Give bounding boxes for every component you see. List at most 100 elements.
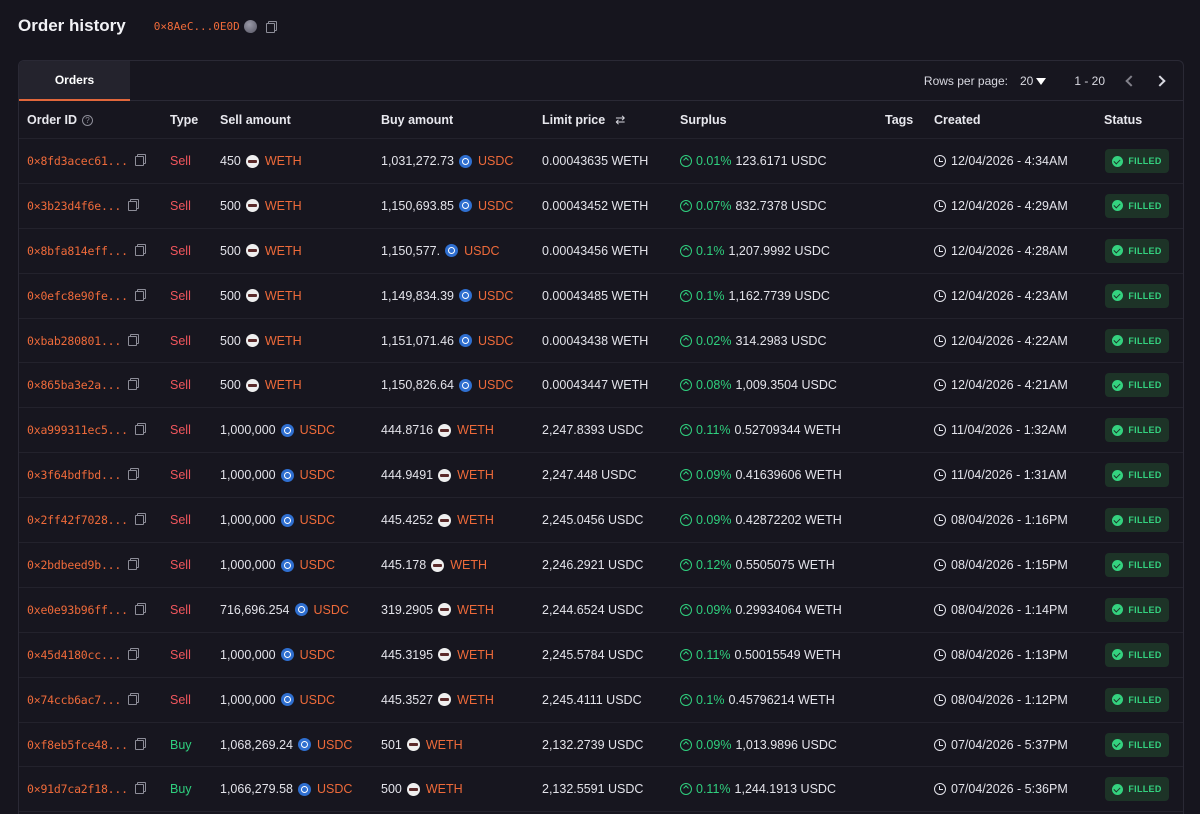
table-row[interactable]: 0xa999311ec5... Sell 1,000,000 USDC 444.8716… <box>19 408 1183 454</box>
order-id-link[interactable]: 0×8bfa814eff... <box>27 243 128 258</box>
order-id-link[interactable]: 0×3f64bdfbd... <box>27 468 122 483</box>
weth-token-icon <box>438 693 452 707</box>
copy-order-id-icon[interactable] <box>128 692 140 705</box>
copy-order-id-icon[interactable] <box>128 333 140 346</box>
surplus-percent: 0.11% <box>696 423 731 438</box>
arrow-up-circle-icon <box>680 199 692 212</box>
swap-price-icon[interactable]: ⇄ <box>615 113 626 127</box>
copy-order-id-icon[interactable] <box>134 513 146 526</box>
surplus: 0.09% 1,013.9896 USDC <box>680 723 837 767</box>
usdc-token-icon <box>280 423 294 437</box>
buy-amount: 445.4252 WETH <box>381 498 494 542</box>
order-id-link[interactable]: 0xa999311ec5... <box>27 423 128 438</box>
wallet-address[interactable]: 0×8AeC...0E0D <box>153 19 240 33</box>
arrow-up-circle-icon <box>680 334 692 347</box>
surplus-amount: 1,013.9896 USDC <box>735 737 837 752</box>
copy-order-id-icon[interactable] <box>128 468 140 481</box>
surplus-percent: 0.09% <box>696 737 732 752</box>
table-row[interactable]: 0×3f64bdfbd... Sell 1,000,000 USDC 444.9491 W… <box>19 453 1183 499</box>
order-id-link[interactable]: 0×45d4180cc... <box>27 647 122 662</box>
sell-token-symbol: USDC <box>317 737 353 752</box>
weth-token-icon <box>438 513 452 527</box>
sell-amount-value: 1,000,000 <box>220 423 276 438</box>
table-row[interactable]: 0×3b23d4f6e... Sell 500 WETH 1,150,693.85 USD… <box>19 184 1183 229</box>
check-circle-icon <box>1112 649 1124 661</box>
order-id-link[interactable]: 0xbab280801... <box>27 333 122 348</box>
limit-price: 0.00043635 WETH <box>542 154 649 168</box>
sell-amount: 500 WETH <box>220 229 302 273</box>
table-row[interactable]: 0xe0e93b96ff... Sell 716,696.254 USDC 319.29… <box>19 588 1183 633</box>
next-page-button[interactable] <box>1153 73 1169 89</box>
copy-order-id-icon[interactable] <box>134 423 146 436</box>
buy-amount: 444.8716 WETH <box>381 408 494 452</box>
sell-amount-value: 500 <box>220 378 241 393</box>
table-row[interactable]: 0×865ba3e2a... Sell 500 WETH 1,150,826.64 USD… <box>19 363 1183 409</box>
table-row[interactable]: 0xbab280801... Sell 500 WETH 1,151,071.46 USD… <box>19 319 1183 364</box>
order-id-link[interactable]: 0×91d7ca2f18... <box>27 782 128 797</box>
surplus-amount: 1,009.3504 USDC <box>735 378 837 393</box>
status-label: FILLED <box>1128 290 1162 301</box>
order-id-link[interactable]: 0×3b23d4f6e... <box>27 198 122 213</box>
order-id-link[interactable]: 0×2ff42f7028... <box>27 513 128 528</box>
copy-address-icon[interactable] <box>265 20 277 33</box>
order-id-link[interactable]: 0×8fd3acec61... <box>27 154 128 168</box>
usdc-token-icon <box>280 558 294 572</box>
order-id-link[interactable]: 0xf8eb5fce48... <box>27 737 128 752</box>
copy-order-id-icon[interactable] <box>134 782 146 795</box>
buy-amount-value: 501 <box>381 737 402 752</box>
buy-amount: 445.178 WETH <box>381 543 487 587</box>
arrow-up-circle-icon <box>680 469 692 482</box>
status-label: FILLED <box>1128 784 1162 795</box>
buy-token-symbol: WETH <box>457 692 494 707</box>
clock-icon <box>934 424 946 437</box>
buy-amount-value: 1,150,577. <box>381 243 441 258</box>
table-row[interactable]: 0×8fd3acec61... Sell 450 WETH 1,031,272.73 US… <box>19 139 1183 184</box>
order-id-link[interactable]: 0×74ccb6ac7... <box>27 692 122 707</box>
buy-amount-value: 500 <box>381 782 402 797</box>
usdc-token-icon <box>459 378 472 392</box>
copy-order-id-icon[interactable] <box>134 288 146 301</box>
limit-price: 2,247.8393 USDC <box>542 423 644 438</box>
copy-order-id-icon[interactable] <box>128 558 140 571</box>
copy-order-id-icon[interactable] <box>128 378 140 391</box>
copy-order-id-icon[interactable] <box>134 737 146 750</box>
help-icon[interactable]: ? <box>82 114 94 126</box>
table-row[interactable]: 0×91d7ca2f18... Buy 1,066,279.58 USDC 500 WET… <box>19 767 1183 813</box>
tab-orders[interactable]: Orders <box>19 61 130 101</box>
buy-token-symbol: WETH <box>457 602 494 617</box>
table-row[interactable]: 0×0efc8e90fe... Sell 500 WETH 1,149,834.39 US… <box>19 274 1183 319</box>
copy-order-id-icon[interactable] <box>134 602 146 615</box>
prev-page-button[interactable] <box>1121 73 1137 89</box>
order-id-link[interactable]: 0×865ba3e2a... <box>27 378 122 393</box>
copy-order-id-icon[interactable] <box>128 198 140 211</box>
table-row[interactable]: 0×74ccb6ac7... Sell 1,000,000 USDC 445.3527 W… <box>19 678 1183 723</box>
order-id-link[interactable]: 0xe0e93b96ff... <box>27 602 128 617</box>
sell-amount-value: 716,696.254 <box>220 602 290 617</box>
rows-per-page-select[interactable]: 20 <box>1020 74 1047 88</box>
limit-price: 2,245.0456 USDC <box>542 513 644 528</box>
copy-order-id-icon[interactable] <box>134 243 146 256</box>
limit-price: 2,246.2921 USDC <box>542 558 644 573</box>
table-row[interactable]: 0×2bdbeed9b... Sell 1,000,000 USDC 445.178 WE… <box>19 543 1183 588</box>
copy-order-id-icon[interactable] <box>134 154 146 166</box>
buy-token-symbol: USDC <box>478 378 514 393</box>
clock-icon <box>934 603 946 616</box>
status-label: FILLED <box>1128 604 1162 615</box>
buy-amount: 319.2905 WETH <box>381 588 494 632</box>
table-row[interactable]: 0×8bfa814eff... Sell 500 WETH 1,150,577. USDC… <box>19 229 1183 274</box>
table-row[interactable]: 0×45d4180cc... Sell 1,000,000 USDC 445.3195 W… <box>19 633 1183 678</box>
table-row[interactable]: 0xf8eb5fce48... Buy 1,068,269.24 USDC 501 WET… <box>19 723 1183 768</box>
weth-token-icon <box>245 244 259 258</box>
order-id-link[interactable]: 0×0efc8e90fe... <box>27 288 128 303</box>
weth-token-icon <box>245 289 259 303</box>
status-badge: FILLED <box>1105 193 1169 218</box>
copy-order-id-icon[interactable] <box>128 647 140 660</box>
order-id-link[interactable]: 0×2bdbeed9b... <box>27 558 122 573</box>
sell-amount: 500 WETH <box>220 363 302 407</box>
surplus-amount: 0.5505075 WETH <box>735 558 835 573</box>
status: FILLED <box>1105 767 1169 811</box>
surplus: 0.1% 0.45796214 WETH <box>680 678 835 722</box>
order-type: Sell <box>170 198 191 213</box>
surplus: 0.09% 0.29934064 WETH <box>680 588 842 632</box>
table-row[interactable]: 0×2ff42f7028... Sell 1,000,000 USDC 445.4252… <box>19 498 1183 544</box>
